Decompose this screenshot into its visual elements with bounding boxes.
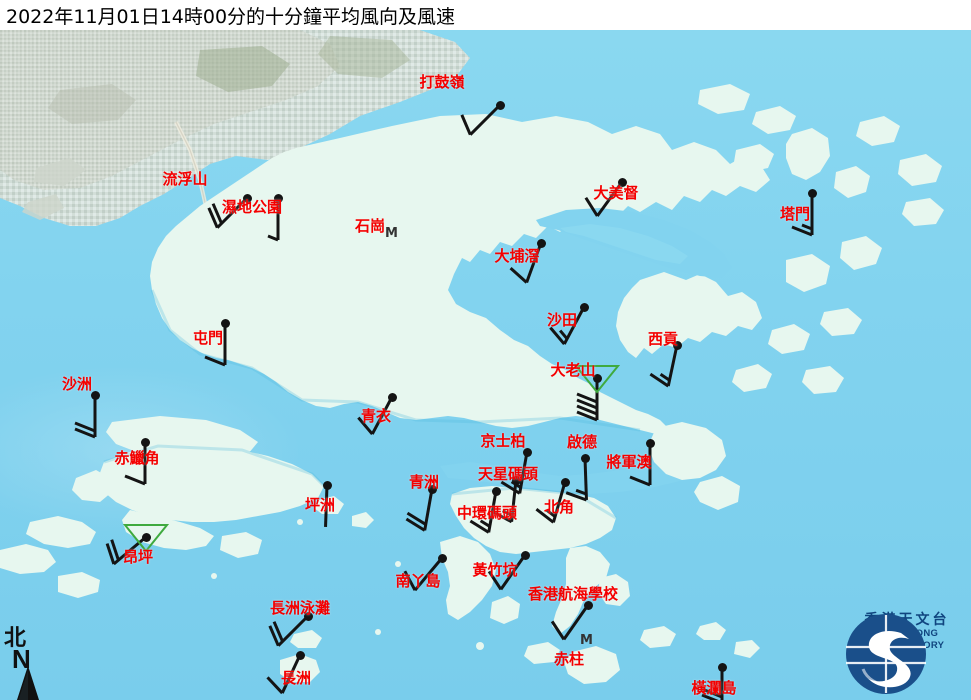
wind-barb-icon	[549, 306, 586, 346]
station-marker-dot	[579, 302, 589, 312]
station-label: 赤鱲角	[114, 449, 160, 467]
wind-barb-icon	[535, 481, 567, 524]
station-marker-dot	[672, 340, 682, 350]
station-marker-dot	[520, 550, 530, 560]
wind-barb-icon	[105, 524, 170, 566]
station-marker-dot	[580, 453, 590, 463]
station-label: 沙田	[547, 311, 578, 329]
station-marker-dot	[491, 486, 501, 496]
wind-barb-icon	[584, 181, 624, 217]
wind-barb-icon	[204, 323, 227, 367]
station-marker-dot	[495, 100, 505, 110]
station-marker-dot	[536, 238, 546, 248]
station-label: 京士柏	[480, 432, 526, 450]
station-marker-dot	[807, 188, 817, 198]
station-label: 將軍澳	[606, 453, 652, 471]
station-label: 啟德	[567, 433, 598, 451]
station-marker-dot	[511, 475, 521, 485]
station-label: 大埔滘	[494, 247, 540, 265]
station-label: 大老山	[550, 361, 596, 379]
station-label: 天星碼頭	[478, 465, 539, 483]
station-marker-dot	[522, 447, 532, 457]
wind-barb-icon	[74, 395, 97, 439]
station-label: 中環碼頭	[457, 504, 518, 522]
title-bar: 2022年11月01日14時00分的十分鐘平均風向及風速	[0, 0, 971, 30]
station-marker-dot	[303, 611, 313, 621]
station-marker-dot	[617, 177, 627, 187]
wind-barb-icon	[124, 442, 147, 486]
station-marker-dot	[273, 193, 283, 203]
station-label: 坪洲	[305, 496, 336, 514]
station-label: 黃竹坑	[472, 561, 518, 579]
wind-barb-icon	[469, 490, 498, 534]
station-marker-dot	[220, 318, 230, 328]
station-label: 大美督	[593, 184, 639, 202]
wind-barb-icon	[324, 484, 329, 528]
station-marker-dot	[141, 532, 151, 542]
station-label: 打鼓嶺	[419, 73, 465, 91]
station-label: 沙洲	[62, 375, 93, 393]
station-label: 塔門	[780, 205, 811, 223]
station-label: 西貢	[648, 330, 679, 348]
station-marker-dot	[295, 650, 305, 660]
wind-barb-icon	[487, 554, 527, 591]
wind-barb-icon	[266, 654, 302, 695]
hko-logo: 香港天文台 HONG KONG OBSERVATORY	[843, 613, 971, 700]
north-arrow-icon	[16, 668, 40, 700]
station-marker-dot	[560, 477, 570, 487]
page-title: 2022年11月01日14時00分的十分鐘平均風向及風速	[6, 6, 456, 28]
station-label: 橫瀾島	[691, 679, 737, 697]
wind-barb-icon	[565, 457, 588, 502]
missing-data-marker: M	[580, 633, 593, 648]
station-label: 青洲	[409, 473, 440, 491]
station-label: 青衣	[361, 407, 392, 425]
station-label: 濕地公園	[222, 198, 283, 216]
station-label: 南丫島	[395, 572, 441, 590]
station-label: 昂坪	[123, 548, 154, 566]
hko-mark-icon	[846, 614, 926, 694]
wind-barb-icon	[268, 614, 310, 647]
wind-barb-icon	[491, 479, 518, 524]
station-label: 北角	[544, 498, 575, 516]
station-label: 流浮山	[162, 170, 208, 188]
wind-barb-icon	[405, 488, 434, 532]
station-label: 石崗	[355, 217, 386, 235]
wind-barb-icon	[207, 196, 249, 229]
station-marker-dot	[322, 480, 332, 490]
wind-barb-icon	[267, 198, 280, 242]
station-marker-dot	[592, 373, 602, 383]
station-label: 長洲泳灘	[270, 599, 331, 617]
missing-data-marker: M	[385, 226, 398, 241]
station-label: 香港航海學校	[528, 585, 619, 603]
strong-wind-triangle-icon	[122, 524, 170, 553]
wind-barb-icon	[509, 242, 543, 284]
map-canvas[interactable]: 打鼓嶺 流浮山 濕地公園 M 石崗 大美督 大埔滘 塔門 屯門 沙洲 赤鱲角 沙田 西貢 大老山 青衣 昂坪京…	[0, 30, 971, 700]
compass-rose: 北 N	[2, 620, 72, 700]
station-marker-dot	[427, 484, 437, 494]
station-marker-dot	[387, 392, 397, 402]
compass-label-en: N	[12, 644, 31, 674]
wind-barb-icon	[550, 604, 590, 641]
station-label: 屯門	[193, 329, 224, 347]
strong-wind-triangle-icon	[573, 365, 621, 394]
station-marker-dot	[717, 662, 727, 672]
station-marker-dot	[583, 600, 593, 610]
station-marker-dot	[437, 553, 447, 563]
wind-barb-icon	[629, 443, 652, 487]
wind-barb-icon	[701, 667, 724, 700]
wind-barb-icon	[791, 193, 814, 237]
wind-barb-icon	[460, 103, 502, 136]
station-label: 長洲	[281, 669, 312, 687]
compass-label-zh: 北	[4, 626, 27, 651]
wind-barb-icon	[403, 557, 444, 592]
station-marker-dot	[242, 193, 252, 203]
wind-barb-icon	[573, 365, 621, 422]
station-marker-dot	[140, 437, 150, 447]
station-marker-dot	[645, 438, 655, 448]
station-label: 赤柱	[554, 650, 585, 668]
wind-barb-icon	[357, 396, 394, 436]
station-marker-dot	[90, 390, 100, 400]
wind-barb-icon	[649, 344, 679, 388]
